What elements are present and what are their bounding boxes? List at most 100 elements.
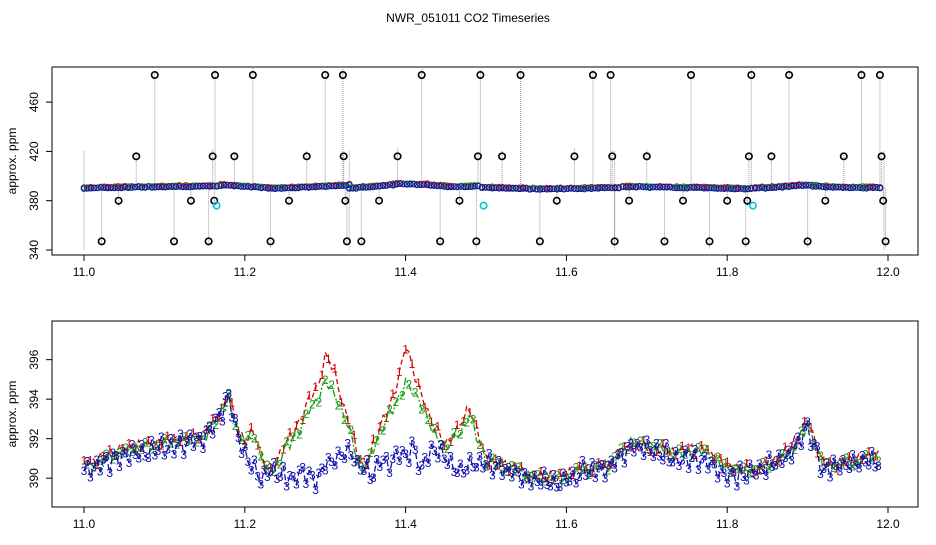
baseline-point-s3-2-33 bbox=[591, 184, 598, 192]
series-1-marker-14: 1 bbox=[126, 437, 133, 451]
baseline-point-s5-2-16 bbox=[805, 181, 813, 189]
baseline-point-s2-2-21 bbox=[417, 181, 424, 189]
baseline-point-s3-2-7 bbox=[502, 185, 510, 192]
baseline-point-s0-2-12 bbox=[121, 183, 129, 191]
baseline-point-s3-2-37 bbox=[605, 184, 612, 191]
series-1-marker-228: 1 bbox=[814, 446, 821, 460]
series-3-marker-8: 3 bbox=[106, 466, 113, 480]
outlier-point-53 bbox=[839, 152, 848, 161]
baseline-point-s0-2-31 bbox=[186, 183, 193, 191]
outlier-point-32 bbox=[552, 196, 561, 205]
series-3-marker-161: 3 bbox=[598, 458, 605, 472]
baseline-point-s5-2-0 bbox=[752, 184, 759, 192]
series-3-marker-1: 3 bbox=[84, 455, 91, 469]
series-1-marker-64: 1 bbox=[286, 426, 293, 440]
baseline-point-s1-2-25 bbox=[302, 183, 309, 191]
series-2-marker-183: 2 bbox=[669, 450, 676, 464]
baseline-point-s1-2-16 bbox=[271, 185, 279, 193]
series-2-marker-107: 2 bbox=[425, 413, 432, 427]
chart-title: NWR_051011 CO2 Timeseries bbox=[386, 11, 550, 25]
series-2-marker-59: 2 bbox=[270, 465, 277, 479]
series-3-marker-242: 3 bbox=[859, 448, 866, 462]
outlier-point-46 bbox=[743, 196, 752, 205]
series-2-marker-149: 2 bbox=[560, 473, 567, 487]
series-3-marker-74: 3 bbox=[319, 461, 326, 475]
outlier-point-55 bbox=[875, 71, 884, 80]
upper-x-tick-label-5: 12.0 bbox=[876, 265, 900, 279]
outlier-point-58 bbox=[881, 237, 890, 246]
series-1-marker-44: 1 bbox=[222, 395, 229, 409]
outlier-point-49 bbox=[767, 152, 776, 161]
series-1-marker-206: 1 bbox=[743, 456, 750, 470]
series-2-marker-91: 2 bbox=[373, 434, 380, 448]
series-2-marker-241: 2 bbox=[856, 456, 863, 470]
series-2-marker-39: 2 bbox=[206, 420, 213, 434]
series-2-marker-219: 2 bbox=[785, 448, 792, 462]
series-3-marker-134: 3 bbox=[512, 462, 519, 476]
baseline-point-s2-2-26 bbox=[434, 182, 441, 190]
baseline-point-s0-2-2 bbox=[87, 185, 95, 192]
series-3-marker-49: 3 bbox=[238, 447, 245, 461]
baseline-point-s0-2-34 bbox=[196, 182, 203, 190]
baseline-point-s4-2-20 bbox=[687, 184, 694, 191]
baseline-point-s3-2-12 bbox=[519, 185, 527, 192]
series-2-marker-141: 2 bbox=[534, 467, 541, 481]
baseline-point-s0-2-35 bbox=[199, 182, 207, 190]
series-3-marker-131: 3 bbox=[502, 461, 509, 475]
baseline-point-s0-2-11 bbox=[118, 184, 125, 192]
baseline-point-s0-2-1 bbox=[84, 185, 91, 192]
series-3-marker-147: 3 bbox=[553, 481, 560, 495]
baseline-point-s2-2-6 bbox=[366, 183, 373, 191]
series-3-marker-115: 3 bbox=[450, 465, 457, 479]
baseline-point-s3-2-14 bbox=[526, 186, 534, 193]
outlier-point-45 bbox=[741, 237, 750, 246]
series-3-marker-114: 3 bbox=[447, 449, 454, 463]
series-1-marker-96: 1 bbox=[389, 387, 396, 401]
baseline-point-s3-2-18 bbox=[540, 185, 547, 193]
series-2-marker-63: 2 bbox=[283, 434, 290, 448]
series-3-marker-110: 3 bbox=[434, 452, 441, 466]
series-3-marker-245: 3 bbox=[869, 445, 876, 459]
outlier-point-25 bbox=[455, 196, 464, 205]
outlier-point-19 bbox=[342, 237, 351, 246]
baseline-point-s0-2-22 bbox=[155, 183, 163, 191]
series-1-marker-52: 1 bbox=[248, 421, 255, 435]
series-3-marker-156: 3 bbox=[582, 469, 589, 483]
series-1-marker-36: 1 bbox=[196, 432, 203, 446]
baseline-point-s3-2-27 bbox=[570, 185, 578, 192]
baseline-point-s4-2-30 bbox=[720, 185, 728, 192]
series-3-marker-191: 3 bbox=[695, 463, 702, 477]
series-3-marker-66: 3 bbox=[293, 477, 300, 491]
series-3-marker-202: 3 bbox=[730, 466, 737, 480]
series-3-marker-173: 3 bbox=[637, 441, 644, 455]
baseline-point-s5-2-26 bbox=[839, 184, 847, 191]
baseline-point-s2-2-24 bbox=[427, 182, 434, 189]
baseline-point-s4-2-37 bbox=[744, 185, 752, 193]
series-1-marker-8: 1 bbox=[106, 442, 113, 456]
series-2-marker-109: 2 bbox=[431, 422, 438, 436]
series-3-marker-200: 3 bbox=[724, 477, 731, 491]
baseline-point-s4-2-21 bbox=[690, 184, 698, 191]
baseline-point-s4-2-23 bbox=[697, 184, 704, 191]
series-1-marker-236: 1 bbox=[840, 455, 847, 469]
series-3-marker-163: 3 bbox=[605, 458, 612, 472]
baseline-point-s3-2-26 bbox=[567, 185, 575, 192]
series-2-marker-33: 2 bbox=[187, 433, 194, 447]
series-3-marker-77: 3 bbox=[328, 455, 335, 469]
series-3-marker-233: 3 bbox=[830, 452, 837, 466]
series-1-marker-156: 1 bbox=[582, 460, 589, 474]
series-2-marker-201: 2 bbox=[727, 466, 734, 480]
series-3-marker-157: 3 bbox=[586, 466, 593, 480]
series-2-marker-113: 2 bbox=[444, 442, 451, 456]
baseline-point-s5-2-1 bbox=[755, 184, 762, 192]
baseline-point-s0-2-4 bbox=[94, 184, 101, 192]
baseline-point-s4-2-0 bbox=[619, 183, 626, 191]
baseline-point-s1-2-22 bbox=[291, 184, 299, 192]
series-2-marker-83: 2 bbox=[348, 423, 355, 437]
outlier-point-15 bbox=[321, 71, 330, 80]
series-3-marker-141: 3 bbox=[534, 475, 541, 489]
series-3-marker-84: 3 bbox=[351, 455, 358, 469]
series-3-marker-143: 3 bbox=[541, 464, 548, 478]
series-3-marker-132: 3 bbox=[505, 461, 512, 475]
series-3-marker-30: 3 bbox=[177, 427, 184, 441]
